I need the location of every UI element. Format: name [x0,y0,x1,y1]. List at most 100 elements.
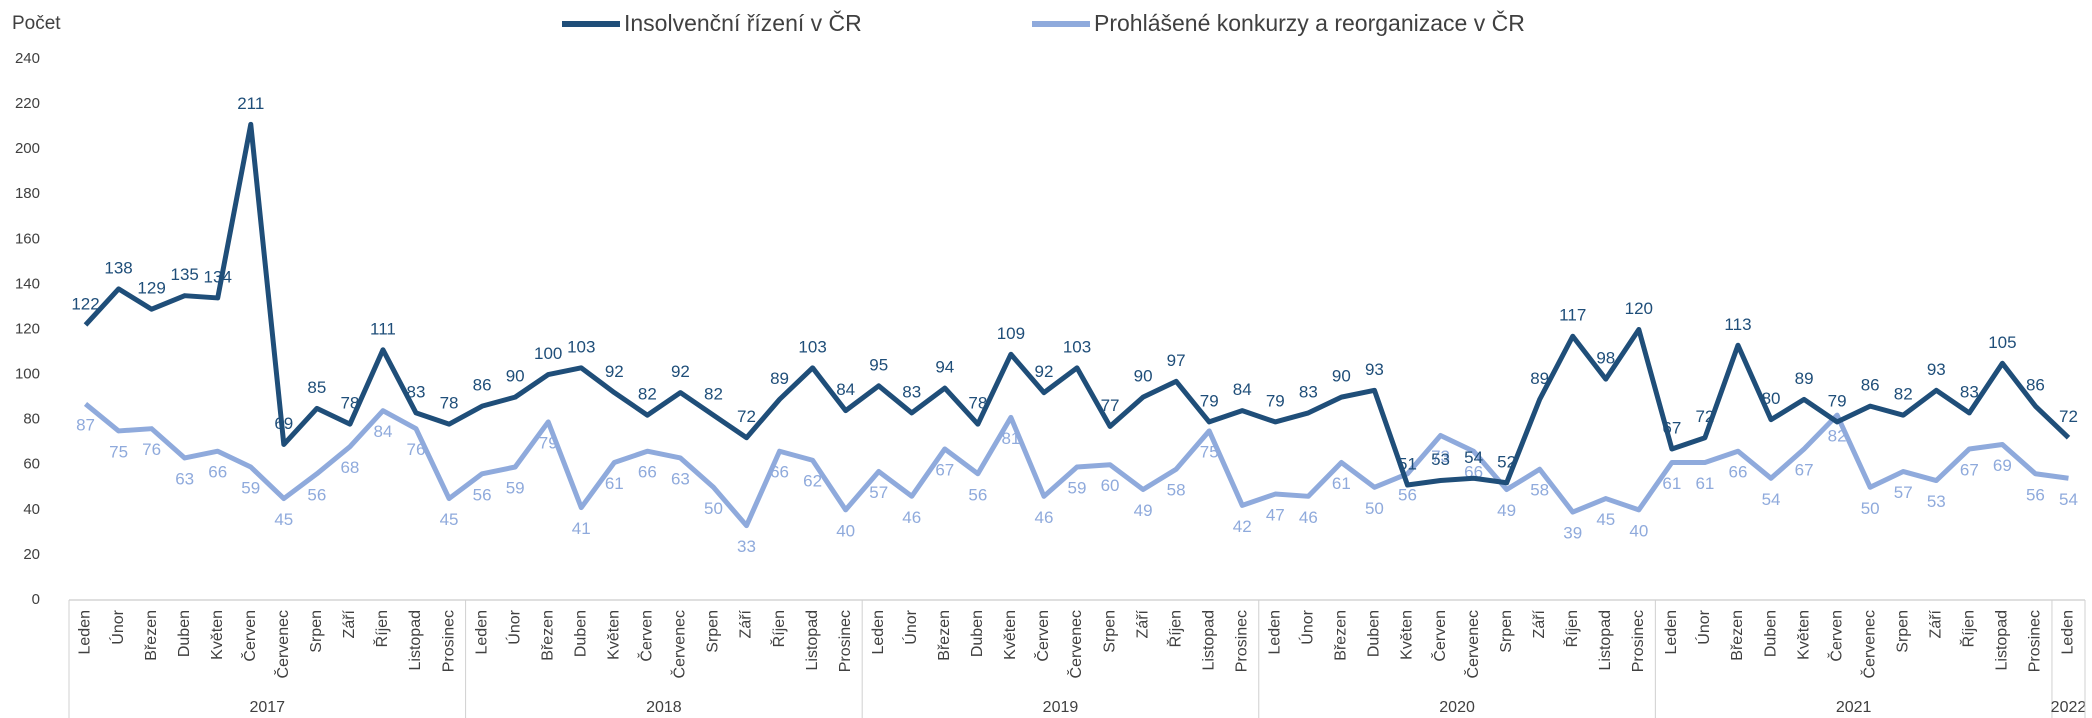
data-label: 54 [1464,448,1483,467]
data-label: 79 [1828,391,1847,410]
data-label: 49 [1134,501,1153,520]
data-label: 84 [836,380,855,399]
data-label: 113 [1724,315,1751,334]
data-label: 56 [1398,485,1417,504]
data-label: 76 [142,440,161,459]
data-label: 45 [440,510,459,529]
data-label: 66 [638,463,657,482]
x-tick-label: Duben [969,610,986,657]
x-tick-label: Březen [1333,610,1350,661]
legend-label: Prohlášené konkurzy a reorganizace v ČR [1094,9,1525,36]
data-label: 92 [1034,362,1053,381]
year-label: 2020 [1439,699,1475,716]
data-label: 33 [737,537,756,556]
y-tick-label: 60 [23,456,40,473]
data-label: 56 [968,485,987,504]
data-label: 56 [2026,485,2045,504]
x-tick-label: Listopad [1994,610,2011,671]
data-label: 211 [237,94,264,113]
data-label: 95 [869,355,888,374]
data-label: 47 [1266,506,1285,525]
data-label: 138 [104,258,132,277]
data-label: 81 [1001,429,1020,448]
x-tick-label: Březen [936,610,953,661]
data-label: 89 [1530,369,1549,388]
data-label: 68 [340,458,359,477]
x-tick-label: Červenec [1859,610,1878,678]
data-label: 86 [473,376,492,395]
y-axis-label: Počet [12,13,61,34]
x-tick-label: Květen [1002,610,1019,660]
data-label: 89 [770,369,789,388]
x-tick-label: Červenec [1463,610,1482,678]
x-tick-label: Leden [77,610,94,655]
y-tick-label: 240 [15,50,40,67]
y-tick-label: 220 [15,95,40,112]
data-label: 79 [1200,391,1219,410]
data-label: 57 [1894,483,1913,502]
y-tick-label: 140 [15,275,40,292]
data-label: 109 [997,324,1025,343]
data-label: 53 [1431,450,1450,469]
data-label: 82 [1894,385,1913,404]
data-label: 59 [241,478,260,497]
data-label: 45 [274,510,293,529]
x-tick-label: Září [1134,609,1151,638]
data-label: 75 [1200,442,1219,461]
x-tick-label: Prosinec [837,610,854,672]
data-label: 83 [407,382,426,401]
x-tick-label: Únor [901,609,920,644]
data-label: 97 [1167,351,1186,370]
data-label: 92 [605,362,624,381]
data-label: 72 [2059,407,2078,426]
data-label: 50 [1861,499,1880,518]
x-tick-label: Květen [1795,610,1812,660]
x-tick-label: Prosinec [440,610,457,672]
data-label: 83 [1299,382,1318,401]
data-label: 67 [1662,418,1681,437]
data-label: 61 [1662,474,1681,493]
data-label: 90 [1332,367,1351,386]
x-tick-label: Prosinec [2027,610,2044,672]
x-tick-label: Květen [606,610,623,660]
y-tick-label: 160 [15,230,40,247]
data-label: 77 [1101,396,1120,415]
data-label: 54 [2059,490,2078,509]
data-label: 40 [1629,521,1648,540]
data-label: 57 [869,483,888,502]
data-label: 61 [605,474,624,493]
data-label: 90 [1134,367,1153,386]
data-label: 56 [473,485,492,504]
y-tick-label: 40 [23,501,40,518]
data-label: 49 [1497,501,1516,520]
data-label: 67 [935,460,954,479]
data-label: 72 [1695,407,1714,426]
data-label: 111 [370,319,396,338]
data-label: 93 [1365,360,1384,379]
x-tick-label: Červenec [273,610,292,678]
x-tick-label: Říjen [1165,610,1184,647]
data-label: 52 [1497,452,1516,471]
x-tick-label: Říjen [372,610,391,647]
series-line [83,401,2069,529]
x-tick-label: Listopad [804,610,821,671]
y-tick-label: 200 [15,140,40,157]
x-tick-label: Květen [1399,610,1416,660]
data-label: 75 [109,442,128,461]
x-tick-label: Duben [1366,610,1383,657]
x-tick-label: Únor [1694,609,1713,644]
data-label: 41 [572,519,591,538]
x-tick-label: Únor [1298,609,1317,644]
data-label: 78 [440,394,459,413]
data-label: 117 [1559,306,1586,325]
data-label: 79 [539,433,558,452]
data-label: 53 [1927,492,1946,511]
data-label: 40 [836,521,855,540]
data-label: 85 [307,378,326,397]
data-label: 122 [71,294,99,313]
y-tick-label: 20 [23,546,40,563]
data-label: 61 [1695,474,1714,493]
x-tick-label: Říjen [769,610,788,647]
x-tick-label: Duben [572,610,589,657]
data-label: 86 [1861,376,1880,395]
